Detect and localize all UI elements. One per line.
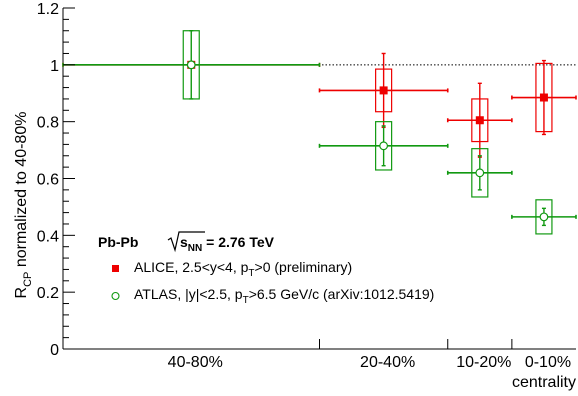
data-point bbox=[318, 121, 449, 171]
legend-header-suffix: = 2.76 TeV bbox=[202, 234, 274, 250]
legend-entries: ALICE, 2.5<y<4, pT>0 (preliminary)ATLAS,… bbox=[111, 259, 434, 306]
y-tick-label: 0 bbox=[50, 342, 59, 359]
legend-marker-square bbox=[112, 265, 119, 272]
marker-circle bbox=[186, 60, 196, 70]
x-tick-label: 10-20% bbox=[456, 354, 511, 371]
x-axis-title: centrality bbox=[512, 374, 576, 391]
legend-label-part: >6.5 GeV/c (arXiv:1012.5419) bbox=[249, 286, 435, 302]
legend-entry: ALICE, 2.5<y<4, pT>0 (preliminary) bbox=[112, 259, 352, 279]
y-tick-label: 0.6 bbox=[37, 172, 59, 189]
legend-header-sqrt: s bbox=[180, 234, 188, 250]
data-point bbox=[62, 30, 321, 100]
data-layer bbox=[62, 30, 577, 235]
y-axis-title-rest: normalized to 40-80% bbox=[13, 112, 30, 272]
legend-header-prefix: Pb-Pb bbox=[98, 234, 138, 250]
legend-header: Pb-Pb bbox=[98, 234, 138, 250]
marker-circle bbox=[539, 212, 549, 222]
sqrt-symbol bbox=[167, 231, 205, 253]
x-tick-label: 0-10% bbox=[525, 354, 571, 371]
legend-label-sub: T bbox=[243, 295, 249, 306]
y-tick-label: 0.8 bbox=[37, 115, 59, 132]
legend-entry: ATLAS, |y|<2.5, pT>6.5 GeV/c (arXiv:1012… bbox=[111, 286, 434, 306]
legend-marker-circle bbox=[111, 291, 120, 301]
y-axis-title: RCP normalized to 40-80% bbox=[13, 112, 34, 299]
marker-circle bbox=[475, 168, 485, 178]
marker-circle bbox=[379, 141, 389, 151]
x-tick-label: 20-40% bbox=[360, 354, 415, 371]
x-tick-label: 40-80% bbox=[168, 354, 223, 371]
y-tick-label: 0.4 bbox=[37, 228, 59, 245]
marker-square bbox=[475, 116, 484, 125]
legend-label-part: ALICE, 2.5<y<4, p bbox=[134, 259, 249, 275]
y-axis-title-main: R bbox=[13, 287, 30, 299]
data-point bbox=[511, 199, 577, 235]
legend: Pb-Pb sNN = 2.76 TeV ALICE, 2.5<y<4, pT>… bbox=[98, 231, 434, 306]
tick-layer: 0 0.2 0.4 0.6 0.8 1 1.2 40-80% 20-40% 10-20% 0-10% bbox=[37, 1, 571, 371]
legend-label-sub: T bbox=[248, 268, 254, 279]
systematic-box bbox=[471, 148, 489, 198]
legend-header-sub: NN bbox=[188, 243, 202, 254]
data-point bbox=[446, 148, 513, 198]
systematic-box bbox=[535, 199, 553, 235]
marker-square bbox=[379, 86, 388, 95]
y-tick-label: 0.2 bbox=[37, 285, 59, 302]
systematic-box bbox=[375, 121, 393, 171]
legend-label-part: ATLAS, |y|<2.5, p bbox=[134, 286, 243, 302]
y-axis-title-sub: CP bbox=[22, 272, 34, 287]
data-point bbox=[318, 52, 449, 129]
data-point bbox=[511, 59, 577, 136]
legend-label-part: >0 (preliminary) bbox=[255, 259, 353, 275]
legend-label: ATLAS, |y|<2.5, pT>6.5 GeV/c (arXiv:1012… bbox=[134, 286, 434, 306]
marker-square bbox=[539, 93, 548, 102]
legend-label: ALICE, 2.5<y<4, pT>0 (preliminary) bbox=[134, 259, 352, 279]
y-tick-label: 1 bbox=[50, 58, 59, 75]
y-tick-label: 1.2 bbox=[37, 1, 59, 18]
legend-header-energy: sNN = 2.76 TeV bbox=[180, 234, 275, 254]
data-point bbox=[446, 82, 513, 158]
